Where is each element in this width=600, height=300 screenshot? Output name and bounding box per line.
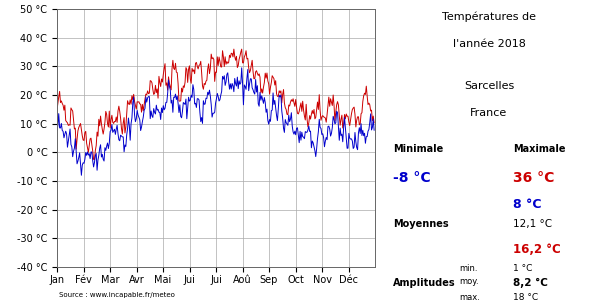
- Text: 36 °C: 36 °C: [513, 171, 554, 185]
- Text: Moyennes: Moyennes: [393, 219, 449, 229]
- Text: 12,1 °C: 12,1 °C: [513, 219, 552, 229]
- Text: l'année 2018: l'année 2018: [452, 39, 526, 49]
- Text: Maximale: Maximale: [513, 144, 566, 154]
- Text: 16,2 °C: 16,2 °C: [513, 243, 561, 256]
- Text: 18 °C: 18 °C: [513, 292, 538, 300]
- Text: -8 °C: -8 °C: [393, 171, 431, 185]
- Text: min.: min.: [459, 264, 478, 273]
- Text: Minimale: Minimale: [393, 144, 443, 154]
- Text: 8 °C: 8 °C: [513, 198, 542, 211]
- Text: Source : www.incapable.fr/meteo: Source : www.incapable.fr/meteo: [59, 292, 175, 298]
- Text: Amplitudes: Amplitudes: [393, 278, 455, 287]
- Text: Températures de: Températures de: [442, 12, 536, 22]
- Text: France: France: [470, 108, 508, 118]
- Text: 1 °C: 1 °C: [513, 264, 532, 273]
- Text: 8,2 °C: 8,2 °C: [513, 278, 548, 288]
- Text: max.: max.: [459, 292, 480, 300]
- Text: moy.: moy.: [459, 278, 479, 286]
- Text: Sarcelles: Sarcelles: [464, 81, 514, 91]
